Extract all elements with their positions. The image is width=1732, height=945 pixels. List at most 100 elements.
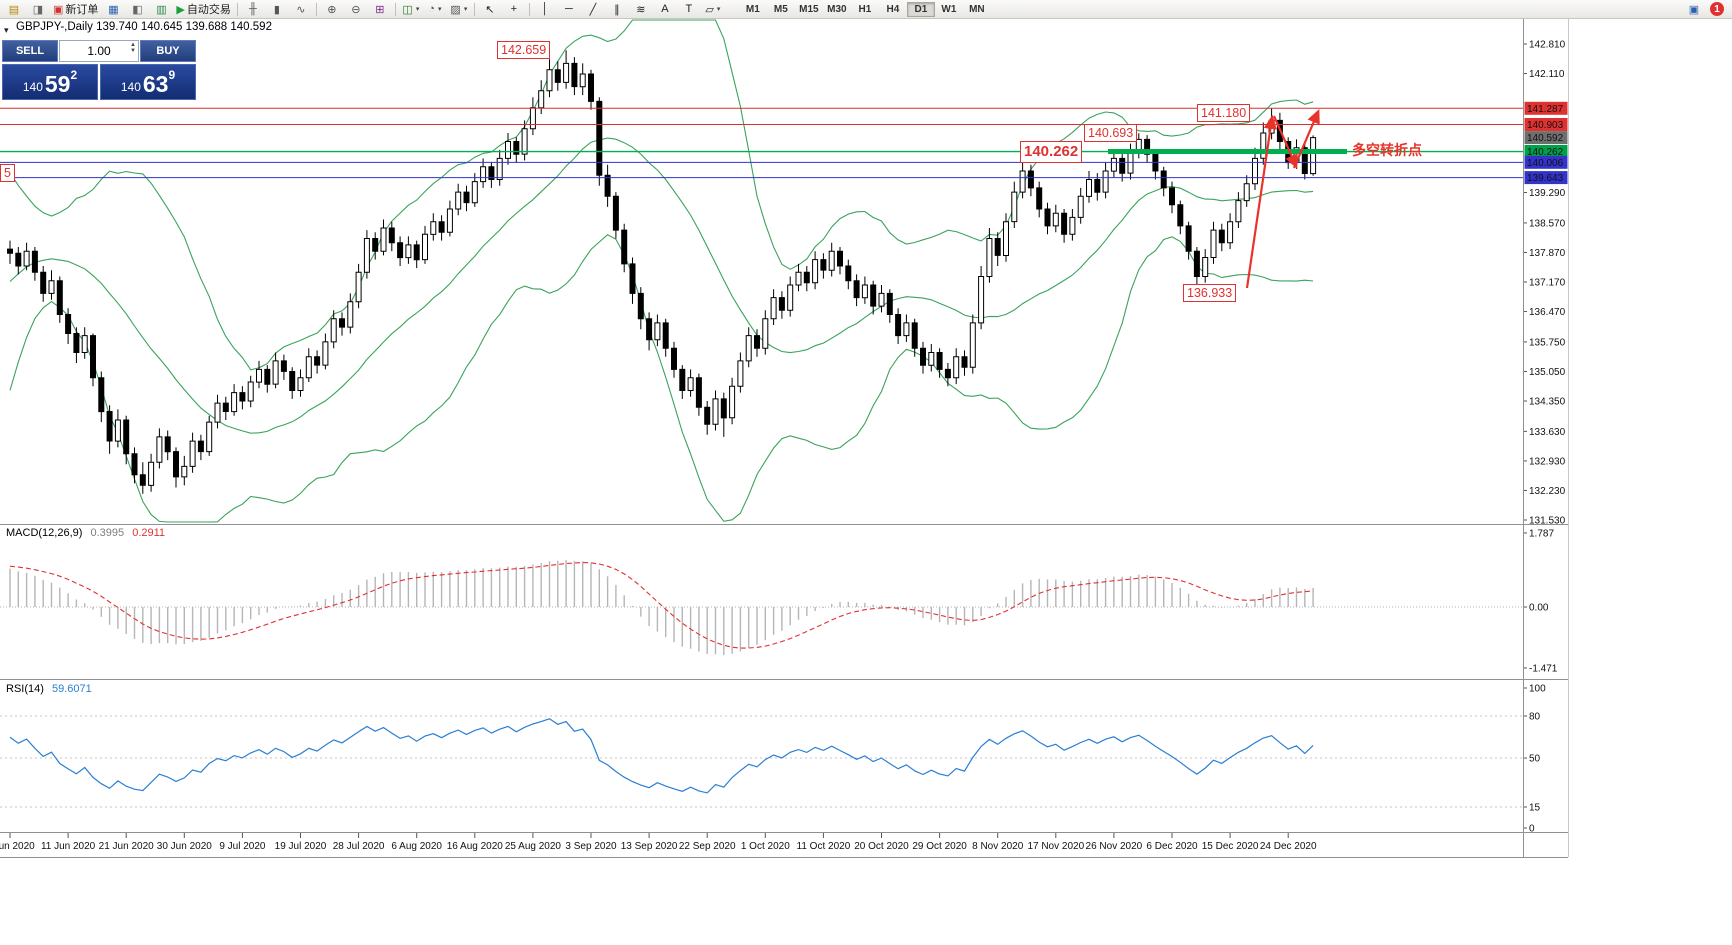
rsi-value: 59.6071: [51, 683, 92, 695]
vertical-line-icon[interactable]: │: [533, 0, 557, 18]
horizontal-line-icon: ─: [564, 3, 573, 15]
timeframe-m30[interactable]: M30: [827, 3, 847, 15]
navigator-icon[interactable]: ▥: [149, 0, 173, 18]
timeframe-m5[interactable]: M5: [773, 3, 788, 15]
lot-size-value: 1.00: [87, 44, 111, 58]
zoom-out-icon[interactable]: ⊖: [344, 0, 368, 18]
svg-text:0: 0: [1529, 824, 1535, 835]
profiles-icon[interactable]: ◨: [26, 0, 50, 18]
one-click-collapse-icon[interactable]: ▾: [4, 25, 9, 35]
rsi-label: RSI(14) 59.6071: [6, 683, 92, 695]
price-callout-141.180[interactable]: 141.180: [1197, 104, 1251, 122]
market-watch-icon[interactable]: ▦: [101, 0, 125, 18]
lot-spinner[interactable]: ▲ ▼: [130, 42, 136, 54]
axis-price-label: [1524, 145, 1568, 158]
timeframe-mn[interactable]: MN: [969, 3, 985, 15]
sell-price[interactable]: 140 59 2: [2, 64, 98, 100]
zoom-in-icon[interactable]: ⊕: [320, 0, 344, 18]
text-icon[interactable]: A: [653, 0, 677, 18]
alert-badge[interactable]: 1: [1710, 2, 1724, 16]
profiles-icon: ◨: [32, 3, 44, 16]
macd-signal-value: 0.2911: [132, 527, 166, 539]
template-icon[interactable]: ▨ ▾: [447, 0, 471, 18]
buy-price-prefix: 140: [120, 80, 141, 94]
candlestick-type-icon[interactable]: ▮: [265, 0, 289, 18]
horizontal-levels[interactable]: [0, 107, 1523, 179]
new-order-icon: ▣: [53, 3, 64, 16]
new-chart-icon[interactable]: ▤: [2, 0, 26, 18]
date-label: 6 Aug 2020: [391, 841, 442, 852]
fibonacci-icon[interactable]: ≋: [629, 0, 653, 18]
zoom-out-icon: ⊖: [351, 3, 361, 16]
macd-name: MACD(12,26,9): [6, 527, 83, 539]
channel-icon[interactable]: ∥: [605, 0, 629, 18]
bollinger-bands: [9, 19, 1314, 523]
data-window-icon: ◧: [132, 3, 143, 16]
crosshair-icon[interactable]: +: [502, 0, 526, 18]
text-label-icon[interactable]: T: [677, 0, 701, 18]
data-window-icon[interactable]: ◧: [125, 0, 149, 18]
price-callout-142.659[interactable]: 142.659: [497, 41, 551, 59]
community-icon[interactable]: ▣: [1688, 3, 1700, 16]
text-label-icon: T: [685, 3, 693, 15]
price-callout-5[interactable]: 5: [0, 164, 15, 182]
price-callout-140.693[interactable]: 140.693: [1084, 124, 1138, 142]
autotrade-button[interactable]: ▶ 自动交易: [173, 0, 233, 18]
indicators-icon[interactable]: ⊞: [368, 0, 392, 18]
channel-icon: ∥: [614, 3, 620, 16]
timeframe-d1[interactable]: D1: [906, 1, 935, 17]
timeframe-m15[interactable]: M15: [799, 3, 819, 15]
candle-wicks: [9, 50, 1314, 494]
chevron-down-icon: ▾: [437, 6, 442, 13]
shapes-icon: ▱: [705, 3, 714, 16]
buy-button[interactable]: BUY: [140, 40, 196, 62]
trend-arrows: [1245, 108, 1320, 289]
svg-text:137.870: 137.870: [1529, 248, 1566, 259]
date-label: 8 Nov 2020: [972, 841, 1024, 852]
timeframe-w1[interactable]: W1: [941, 3, 957, 15]
bar-chart-type-icon[interactable]: ╫: [241, 0, 265, 18]
date-label: 9 Jul 2020: [219, 841, 266, 852]
lot-size-input[interactable]: 1.00 ▲ ▼: [59, 40, 139, 62]
line-chart-type-icon[interactable]: ∿: [289, 0, 313, 18]
spin-down-icon[interactable]: ▼: [130, 48, 136, 54]
shapes-icon[interactable]: ▱ ▾: [701, 0, 725, 18]
cursor-icon[interactable]: ↖: [478, 0, 502, 18]
svg-text:-1.471: -1.471: [1529, 663, 1558, 674]
macd-histogram: [9, 560, 1314, 656]
new-order-button[interactable]: ▣ 新订单: [50, 0, 101, 18]
price-callout-136.933[interactable]: 136.933: [1183, 284, 1237, 302]
toolbar-separator: [394, 2, 396, 16]
fibonacci-icon: ≋: [636, 3, 646, 16]
trend-arrow: [1292, 108, 1320, 169]
timeframe-m1[interactable]: M1: [745, 3, 760, 15]
axis-price-label: [1524, 131, 1568, 145]
timeframe-h1[interactable]: H1: [858, 3, 872, 15]
svg-text:140.262: 140.262: [1527, 147, 1564, 158]
navigator-icon: ▥: [156, 3, 167, 16]
date-label: 25 Aug 2020: [505, 841, 562, 852]
spin-up-icon[interactable]: ▲: [130, 42, 136, 48]
period-icon[interactable]: ◔ ▾: [423, 0, 447, 18]
horizontal-line-icon[interactable]: ─: [557, 0, 581, 18]
timeframe-h4[interactable]: H4: [886, 3, 900, 15]
rsi-name: RSI(14): [6, 683, 44, 695]
svg-text:132.930: 132.930: [1529, 456, 1566, 467]
new-window-icon[interactable]: ◫ ▾: [399, 0, 423, 18]
candlestick-type-icon: ▮: [273, 3, 280, 16]
price-callout-140.262[interactable]: 140.262: [1020, 141, 1083, 163]
svg-text:135.750: 135.750: [1529, 337, 1566, 348]
sell-button[interactable]: SELL: [2, 40, 58, 62]
chevron-down-icon: ▾: [716, 6, 721, 13]
sell-price-prefix: 140: [22, 80, 43, 94]
date-label: 29 Oct 2020: [912, 841, 967, 852]
toolbar-separator: [473, 2, 475, 16]
buy-price[interactable]: 140 63 9: [100, 64, 196, 100]
buy-price-big: 63: [142, 71, 169, 97]
date-label: 21 Jun 2020: [99, 841, 154, 852]
trendline-icon[interactable]: ╱: [581, 0, 605, 18]
date-label: 19 Jul 2020: [275, 841, 327, 852]
